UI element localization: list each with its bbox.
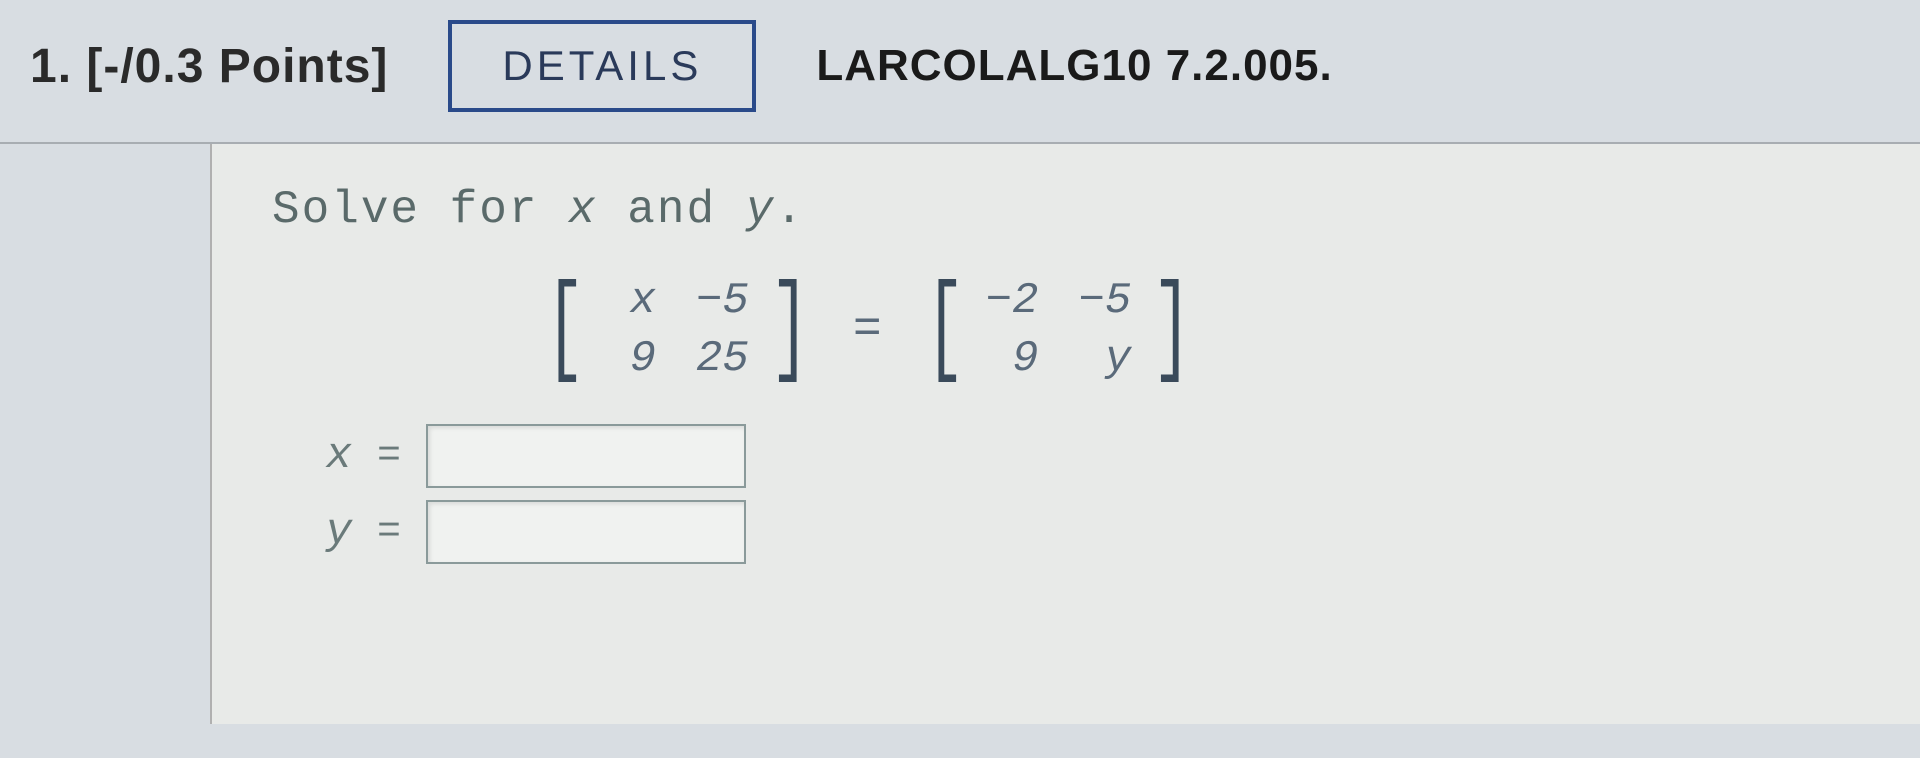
answer-section: x = y = [282,424,1860,564]
points-label: [-/0.3 Points] [86,40,388,93]
left-bracket-open: [ [545,292,585,369]
left-matrix-content: x −5 9 25 [598,276,757,384]
matrix-equation: [ x −5 9 25 ] = [ −2 −5 9 y ] [532,276,1860,384]
answer-row-y: y = [282,500,1860,564]
source-reference: LARCOLALG10 7.2.005. [816,41,1332,91]
x-label: x [282,431,352,481]
instruction-mid: and [598,184,746,236]
y-label: y [282,507,352,557]
right-matrix-r2c1: 9 [986,334,1039,384]
problem-instruction: Solve for x and y. [272,184,1860,236]
instruction-suffix: . [775,184,805,236]
question-number: 1. [30,40,72,93]
right-matrix-r1c1: −2 [986,276,1039,326]
question-header-bar: 1. [-/0.3 Points] DETAILS LARCOLALG10 7.… [0,0,1920,144]
y-input[interactable] [426,500,746,564]
x-equals: = [377,434,401,479]
y-equals: = [377,510,401,555]
right-bracket-close: ] [1153,292,1193,369]
details-button[interactable]: DETAILS [448,20,756,112]
left-matrix-r2c2: 25 [696,334,749,384]
answer-row-x: x = [282,424,1860,488]
left-matrix-r1c1: x [606,276,656,326]
instruction-prefix: Solve for [272,184,568,236]
equals-sign: = [853,303,882,357]
right-bracket-open: [ [925,292,965,369]
x-input[interactable] [426,424,746,488]
right-matrix-r2c2: y [1078,334,1131,384]
right-matrix: [ −2 −5 9 y ] [912,276,1206,384]
right-matrix-content: −2 −5 9 y [978,276,1140,384]
variable-x: x [568,184,598,236]
problem-content: Solve for x and y. [ x −5 9 25 ] = [ −2 … [210,144,1920,724]
question-number-points: 1. [-/0.3 Points] [30,39,388,94]
left-matrix-r2c1: 9 [606,334,656,384]
left-matrix: [ x −5 9 25 ] [532,276,823,384]
right-matrix-r1c2: −5 [1078,276,1131,326]
left-bracket-close: ] [770,292,810,369]
variable-y: y [746,184,776,236]
left-matrix-r1c2: −5 [696,276,749,326]
